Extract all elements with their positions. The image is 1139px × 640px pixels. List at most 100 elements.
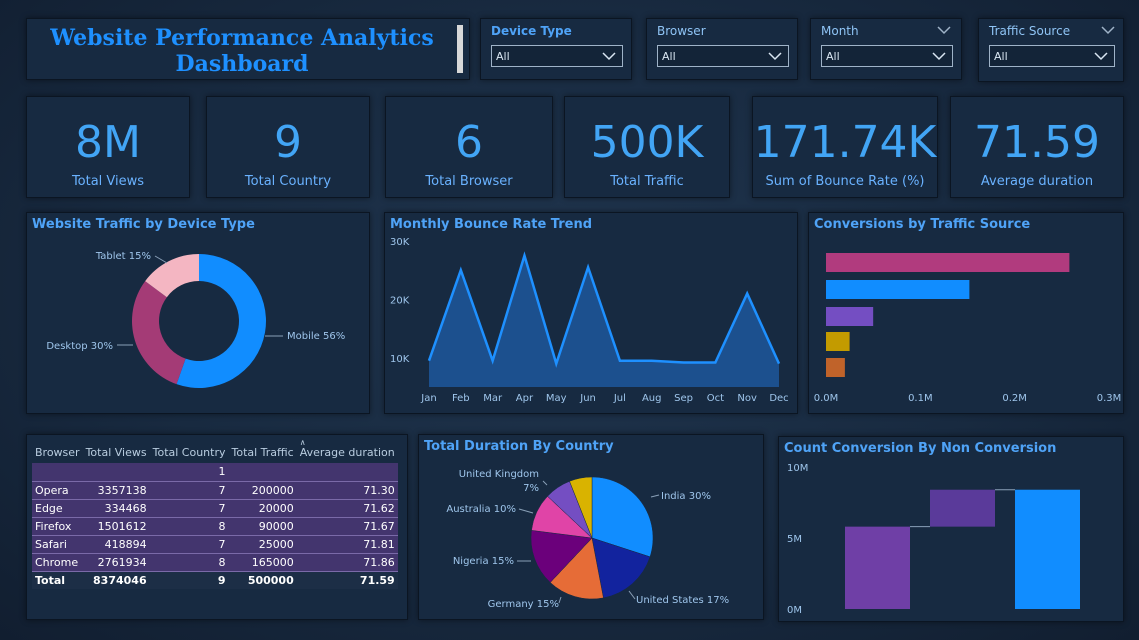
donut-label: Mobile 56% (287, 331, 345, 342)
chevron-down-icon[interactable] (1101, 25, 1115, 35)
y-tick-label: 5M (787, 534, 802, 545)
table-cell: 25000 (229, 535, 297, 553)
pie-label: United Kingdom (459, 469, 539, 480)
table-cell: 2761934 (83, 553, 150, 571)
table-cell: 7 (150, 535, 229, 553)
pie-label: Australia 10% (446, 504, 516, 515)
slicer-label: Browser (657, 24, 706, 38)
chevron-down-icon (602, 50, 616, 62)
x-tick-label: 0.1M (908, 393, 933, 404)
kpi-label: Total Browser (386, 174, 552, 189)
kpi-card-total-browser: 6 Total Browser (385, 96, 553, 198)
x-tick-label: Aug (642, 393, 662, 404)
bar-1 (826, 253, 1069, 272)
table-header-row: Browser Total Views Total Country Total … (32, 441, 398, 463)
slicer-device-type[interactable]: Device Type All (480, 18, 632, 80)
leader-line (559, 597, 561, 603)
column-header[interactable]: Total Traffic (229, 441, 297, 463)
dashboard-title-line2: Dashboard (27, 51, 457, 77)
y-tick-label: 0M (787, 605, 802, 616)
column-header[interactable]: Browser (32, 441, 83, 463)
table-cell: 8 (150, 517, 229, 535)
table-cell (297, 463, 398, 481)
chevron-down-icon[interactable] (937, 25, 951, 35)
table-row[interactable]: Edge 334468 7 20000 71.62 (32, 499, 398, 517)
title-panel: Website Performance Analytics Dashboard (26, 18, 470, 80)
kpi-card-average-duration: 71.59 Average duration (950, 96, 1124, 198)
x-tick-label: Jan (420, 393, 436, 404)
kpi-card-total-views: 8M Total Views (26, 96, 190, 198)
leader-line (629, 591, 635, 599)
pie-label: United States 17% (636, 595, 729, 606)
table-row[interactable]: 1 (32, 463, 398, 481)
kpi-value: 8M (27, 117, 189, 168)
y-tick-label: 30K (390, 237, 410, 248)
column-header[interactable]: Total Country (150, 441, 229, 463)
table-cell: Opera (32, 481, 83, 499)
table-row[interactable]: Firefox 1501612 8 90000 71.67 (32, 517, 398, 535)
device-type-donut-chart: Mobile 56% Desktop 30% Tablet 15% (27, 213, 371, 415)
y-tick-label: 10K (390, 354, 410, 365)
table-cell: 418894 (83, 535, 150, 553)
slicer-traffic-source[interactable]: Traffic Source All (978, 18, 1124, 82)
table-cell: 8374046 (83, 571, 150, 589)
x-tick-label: Mar (483, 393, 503, 404)
x-tick-label: May (546, 393, 567, 404)
table-cell: 500000 (229, 571, 297, 589)
pie-label: Nigeria 15% (453, 556, 514, 567)
kpi-value: 6 (386, 117, 552, 168)
slicer-month[interactable]: Month All (810, 18, 962, 80)
duration-country-pie-chart: India 30% United States 17% Germany 15% Nig… (419, 435, 765, 621)
bounce-rate-area-chart: 10K20K30KJan Feb Mar Apr May Jun Jul Aug Sep Oct N… (385, 213, 799, 415)
table-cell: 71.62 (297, 499, 398, 517)
table-cell (229, 463, 297, 481)
column-header-sorted[interactable]: ∧ Average duration (297, 441, 398, 463)
leader-line (543, 481, 547, 485)
table-cell (32, 463, 83, 481)
kpi-value: 171.74K (753, 117, 937, 168)
kpi-card-total-traffic: 500K Total Traffic (564, 96, 730, 198)
pie-label: India 30% (661, 491, 711, 502)
pie-label: Germany 15% (488, 599, 559, 610)
waterfall-bar-2 (930, 490, 995, 527)
x-tick-label: Dec (769, 393, 788, 404)
table-cell: 165000 (229, 553, 297, 571)
leader-line (651, 495, 659, 497)
table-row[interactable]: Safari 418894 7 25000 71.81 (32, 535, 398, 553)
table-cell: 71.86 (297, 553, 398, 571)
slicer-dropdown[interactable]: All (989, 45, 1115, 67)
chevron-down-icon (768, 50, 782, 62)
x-tick-label: Sep (674, 393, 693, 404)
table-cell: Edge (32, 499, 83, 517)
bar-3 (826, 307, 873, 326)
table-cell: 1501612 (83, 517, 150, 535)
kpi-label: Total Country (207, 174, 369, 189)
table-cell: 7 (150, 499, 229, 517)
table-row[interactable]: Chrome 2761934 8 165000 71.86 (32, 553, 398, 571)
dashboard-title-line1: Website Performance Analytics (27, 25, 457, 51)
kpi-card-total-country: 9 Total Country (206, 96, 370, 198)
column-header[interactable]: Total Views (83, 441, 150, 463)
table-cell: Firefox (32, 517, 83, 535)
slicer-browser[interactable]: Browser All (646, 18, 798, 80)
table-cell: 200000 (229, 481, 297, 499)
kpi-value: 71.59 (951, 117, 1123, 168)
slicer-value: All (994, 50, 1008, 63)
leader-line (155, 256, 167, 263)
dashboard-title: Website Performance Analytics Dashboard (27, 25, 457, 77)
waterfall-bar-1 (845, 527, 910, 609)
slicer-dropdown[interactable]: All (491, 45, 623, 67)
slicer-dropdown[interactable]: All (657, 45, 789, 67)
kpi-card-bounce-rate: 171.74K Sum of Bounce Rate (%) (752, 96, 938, 198)
donut-label: Desktop 30% (46, 341, 113, 352)
table-cell: Chrome (32, 553, 83, 571)
sort-caret-icon: ∧ (300, 438, 306, 447)
slicer-dropdown[interactable]: All (821, 45, 953, 67)
table-cell: 71.67 (297, 517, 398, 535)
table-cell: 71.59 (297, 571, 398, 589)
table-row[interactable]: Opera 3357138 7 200000 71.30 (32, 481, 398, 499)
table-cell: 71.30 (297, 481, 398, 499)
chevron-down-icon (932, 50, 946, 62)
donut-slice-desktop (132, 281, 186, 384)
duration-country-chart-panel: Total Duration By Country India 30% Unite… (418, 434, 764, 620)
